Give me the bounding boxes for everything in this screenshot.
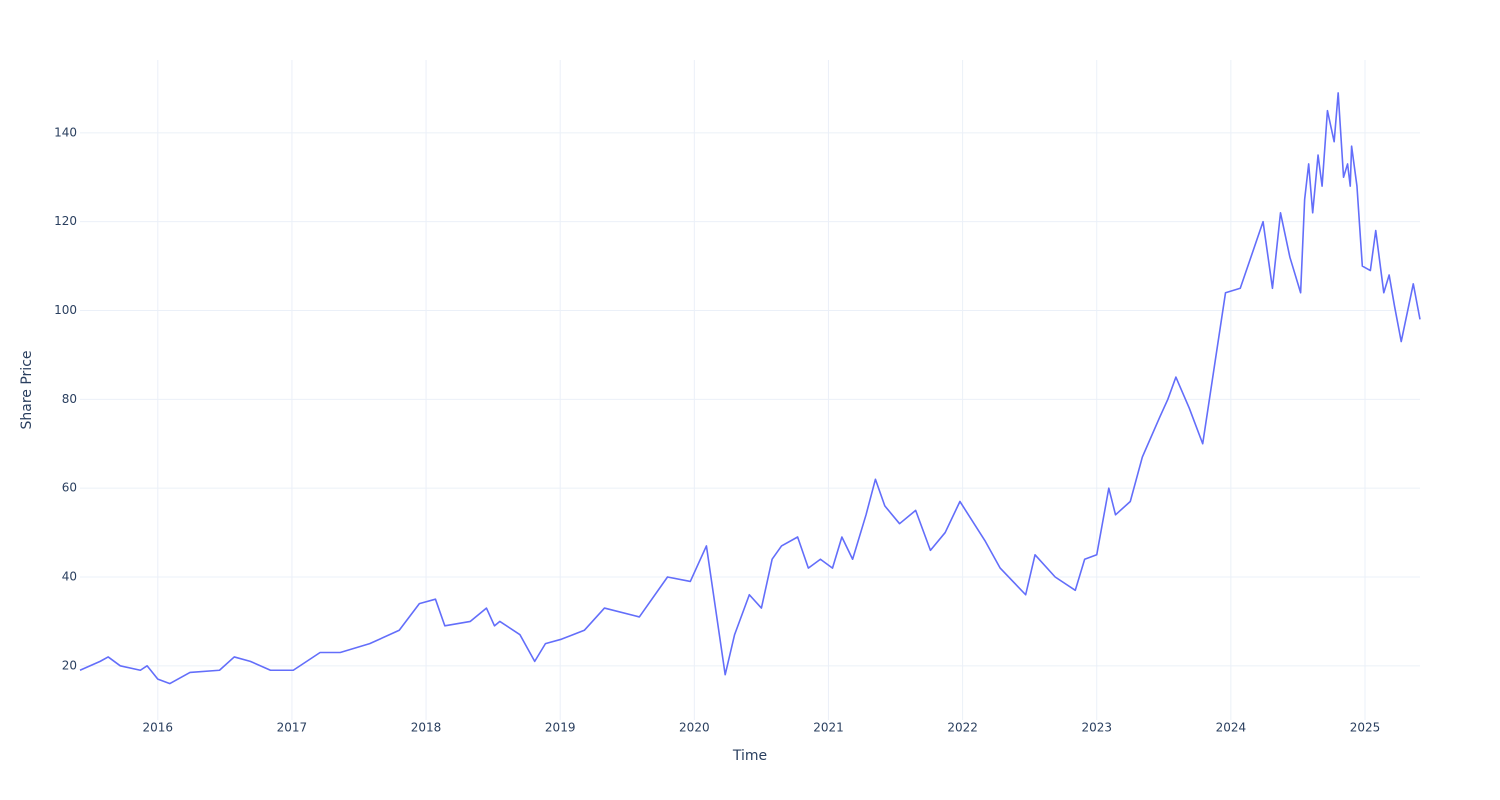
y-tick-label: 80 [62,392,77,406]
x-tick-label: 2022 [947,721,978,735]
y-tick-label: 100 [54,303,77,317]
y-tick-label: 140 [54,125,77,139]
x-tick-label: 2016 [143,721,174,735]
x-tick-label: 2020 [679,721,710,735]
x-tick-label: 2019 [545,721,576,735]
y-tick-label: 60 [62,481,77,495]
y-tick-label: 120 [54,214,77,228]
price-line [79,92,1421,685]
x-tick-label: 2023 [1081,721,1112,735]
x-tick-label: 2025 [1350,721,1381,735]
x-tick-label: 2021 [813,721,844,735]
y-axis-title: Share Price [19,350,35,429]
x-tick-label: 2024 [1216,721,1247,735]
x-tick-label: 2018 [411,721,442,735]
x-axis-title: Time [732,748,767,764]
y-tick-label: 40 [62,569,77,583]
y-tick-label: 20 [62,658,77,672]
x-tick-label: 2017 [277,721,308,735]
